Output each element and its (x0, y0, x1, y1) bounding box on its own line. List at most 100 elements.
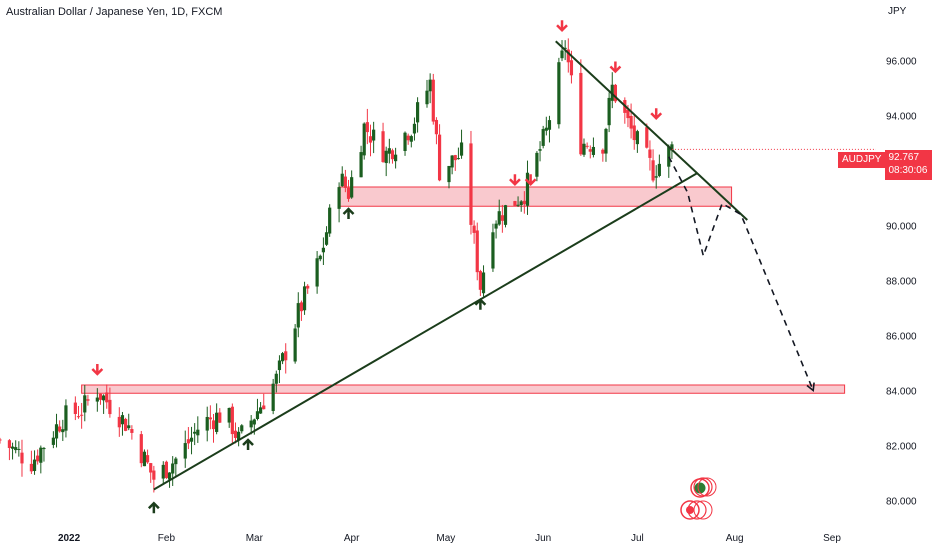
candle-body (302, 286, 307, 311)
trendline (153, 172, 698, 491)
candle-body (588, 149, 592, 152)
idea-badge-icon[interactable] (680, 477, 717, 520)
candle-body (657, 163, 661, 176)
arrow-head (147, 501, 160, 510)
candle (428, 73, 432, 104)
candle (105, 384, 109, 409)
candle (293, 324, 297, 364)
candle-body (362, 123, 366, 156)
arrow-head (524, 178, 537, 187)
candle (453, 154, 457, 171)
candle (230, 403, 234, 445)
candle (171, 456, 175, 486)
candle-body (145, 455, 150, 463)
candle-body (230, 406, 234, 435)
arrow-head (556, 24, 568, 33)
candle (262, 393, 266, 410)
candle (73, 396, 77, 421)
candle-body (582, 143, 586, 155)
candle (350, 170, 354, 199)
time-tick-label: Mar (246, 533, 264, 544)
candle (76, 405, 81, 419)
candle-body (632, 125, 636, 141)
candle (516, 196, 520, 207)
candle-body (324, 232, 329, 245)
candle-body (566, 49, 570, 63)
candle-body (0, 439, 2, 441)
candle-body (459, 142, 464, 156)
candle (434, 117, 439, 145)
candle (139, 430, 143, 468)
candle (365, 108, 369, 145)
candle (475, 222, 479, 281)
candle-body (670, 144, 674, 151)
candle-body (10, 446, 15, 449)
candle-body (318, 255, 322, 260)
candle-body (547, 120, 552, 130)
candle (149, 462, 153, 483)
candle (0, 437, 2, 444)
arrow-head (474, 297, 487, 306)
candle-body (252, 419, 256, 425)
candle (525, 160, 530, 215)
candle (64, 399, 68, 438)
time-tick-label: Jun (535, 533, 551, 544)
candle (259, 402, 263, 414)
ideas-badges[interactable] (680, 477, 717, 520)
zones-layer (81, 186, 846, 394)
candle-body (284, 351, 288, 361)
price-axis[interactable]: 80.00082.00084.00086.00088.00090.00092.0… (886, 57, 917, 508)
time-axis[interactable]: 2022 Feb Mar Apr May Jun Jul Aug Sep (58, 533, 841, 544)
last-price: 92.767 (888, 152, 920, 163)
candle-body (648, 149, 652, 158)
candle-body (142, 451, 147, 467)
candle (321, 237, 325, 266)
candle-body (538, 149, 542, 151)
candle-body (626, 109, 630, 119)
candle-body (544, 127, 548, 131)
candle-body (425, 90, 429, 105)
candle-body (139, 434, 143, 464)
candle (601, 148, 605, 162)
candle (390, 148, 395, 164)
candle (604, 127, 608, 162)
candle (17, 441, 21, 457)
candle-body (130, 429, 134, 433)
candle-body (73, 402, 77, 415)
projection-arrowhead (806, 382, 815, 393)
candle (20, 439, 24, 477)
candle-body (494, 223, 498, 229)
last-price-box: 92.767 08:30:06 (885, 150, 932, 180)
candle (80, 402, 84, 429)
candle-body (183, 443, 187, 459)
candle (237, 427, 241, 447)
candle (227, 407, 231, 428)
candle (450, 155, 454, 175)
candle-body (102, 395, 106, 401)
candle (7, 439, 12, 461)
candle-body (337, 187, 341, 209)
candle-body (557, 62, 561, 125)
candle-body (293, 328, 297, 362)
candle-body (152, 470, 156, 480)
candle (560, 40, 564, 62)
candle-body (428, 79, 432, 92)
candle (164, 460, 169, 479)
candle (406, 133, 410, 145)
candle (431, 73, 435, 125)
candle-body (409, 136, 413, 142)
candle-body (456, 158, 461, 160)
candle-body (117, 416, 121, 428)
candle-body (7, 440, 12, 449)
time-tick-label: Feb (158, 533, 176, 544)
candle-body (516, 204, 520, 206)
candle-body (591, 146, 596, 155)
candle (271, 378, 275, 415)
candle (582, 138, 586, 157)
candle (538, 141, 542, 162)
up-arrow-icon (342, 207, 355, 219)
candle (215, 403, 219, 435)
candle-body (149, 463, 153, 473)
